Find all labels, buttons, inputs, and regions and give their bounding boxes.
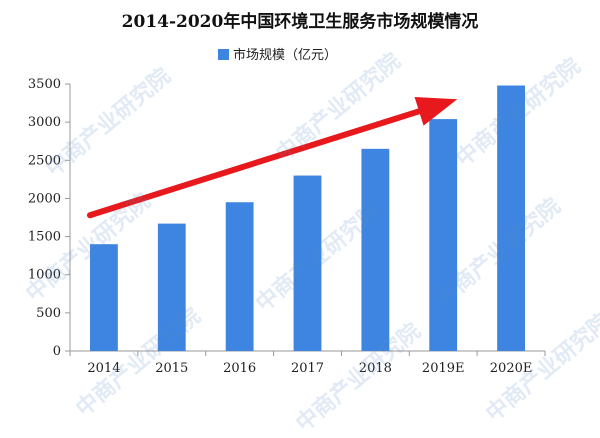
bar-series	[90, 85, 525, 352]
y-tick-label: 500	[36, 306, 61, 321]
chart-figure: 2014-2020年中国环境卫生服务市场规模情况 市场规模（亿元） 0 500 10…	[22, 11, 600, 437]
x-tick-label: 2020E	[490, 361, 533, 376]
x-tick-label: 2014	[87, 361, 120, 376]
y-tick-label: 3500	[28, 77, 61, 92]
bar	[497, 85, 525, 352]
legend-swatch	[218, 49, 229, 60]
x-tick-label: 2015	[155, 361, 188, 376]
bar	[225, 202, 254, 351]
trend-arrow-shaft	[86, 108, 423, 219]
x-tick-label: 2017	[291, 361, 324, 376]
trend-arrow	[86, 96, 458, 219]
legend: 市场规模（亿元）	[218, 47, 337, 63]
y-tick-label: 1000	[28, 268, 61, 283]
y-axis: 0 500 1000 1500 2000 2500 3000 3500	[28, 77, 71, 359]
bar	[157, 223, 186, 351]
y-tick-label: 0	[53, 344, 61, 359]
y-tick-label: 2000	[28, 191, 61, 206]
x-tick-label: 2016	[223, 361, 256, 376]
y-tick-label: 2500	[28, 153, 61, 168]
x-axis: 2014 2015 2016 2017 2018 2019E 2020E	[69, 350, 546, 376]
bar	[90, 244, 118, 351]
x-tick-label: 2019E	[422, 361, 465, 376]
bar	[293, 175, 322, 351]
trend-arrow-head	[414, 96, 458, 126]
legend-label: 市场规模（亿元）	[233, 47, 337, 63]
y-tick-label: 3000	[28, 115, 61, 130]
x-tick-label: 2018	[359, 361, 392, 376]
bar	[361, 148, 390, 351]
bar-chart: 2014-2020年中国环境卫生服务市场规模情况 市场规模（亿元） 0 500 10…	[28, 11, 546, 376]
bar	[429, 119, 458, 351]
chart-title: 2014-2020年中国环境卫生服务市场规模情况	[122, 11, 479, 32]
y-tick-label: 1500	[28, 230, 61, 245]
